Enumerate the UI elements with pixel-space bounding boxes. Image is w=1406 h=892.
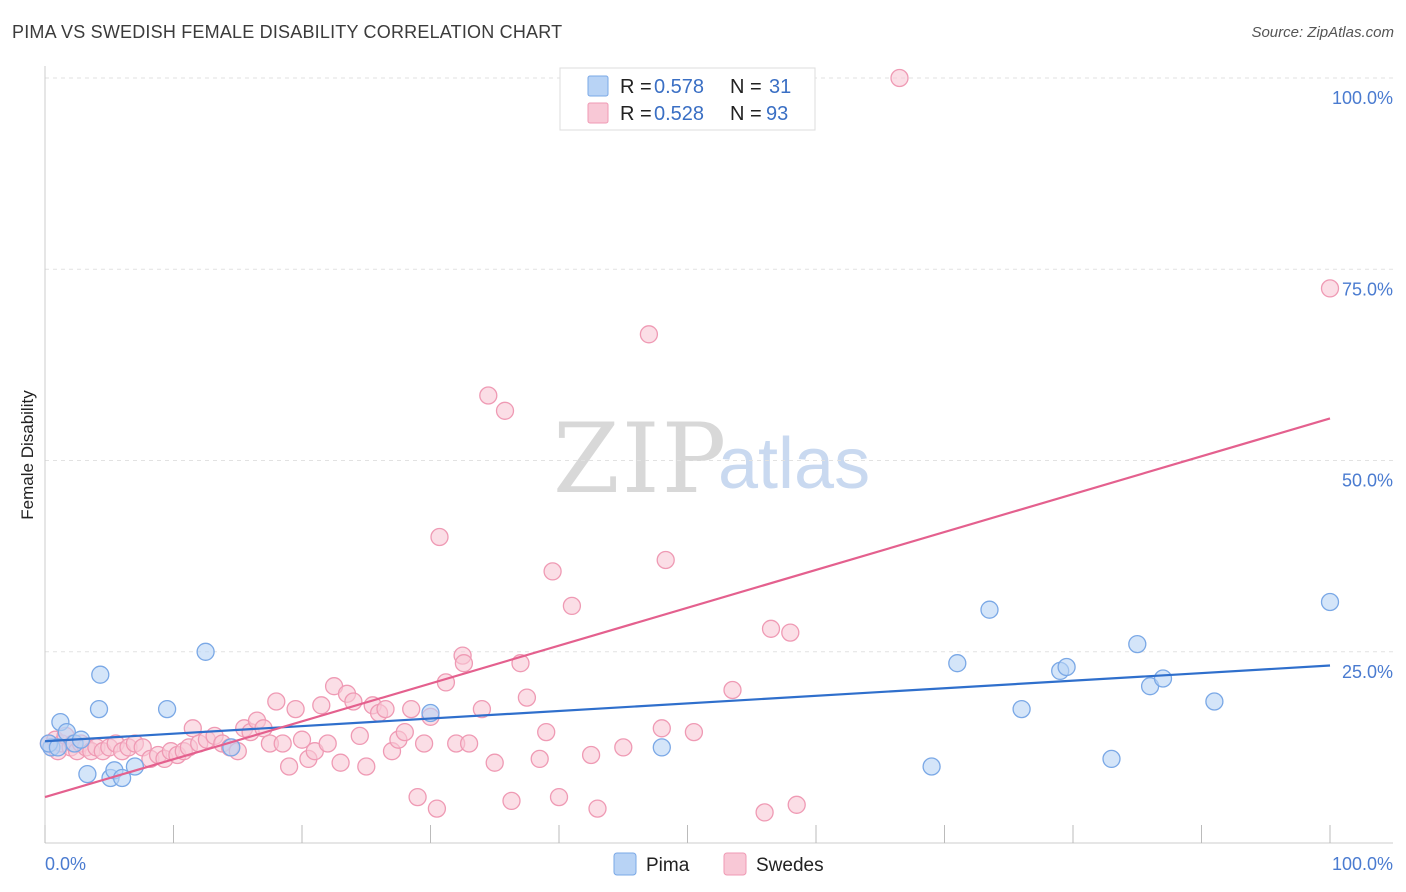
legend-swedes-r-value: 0.528 xyxy=(654,103,704,125)
swedes-point xyxy=(537,722,556,742)
chart-title: PIMA VS SWEDISH FEMALE DISABILITY CORREL… xyxy=(12,22,563,42)
swedes-point xyxy=(331,753,350,772)
pima-point xyxy=(89,699,109,719)
y-tick-label: 50.0% xyxy=(1342,471,1393,491)
swedes-point xyxy=(549,787,569,807)
swedes-point xyxy=(357,757,376,776)
swedes-point xyxy=(273,734,292,753)
legend-swatch-pima xyxy=(587,75,609,97)
swedes-point xyxy=(376,699,395,719)
swedes-point xyxy=(787,795,806,814)
swedes-point xyxy=(183,719,202,738)
pima-point xyxy=(48,738,68,757)
legend-pima-r-value: 0.578 xyxy=(654,76,704,98)
watermark-zip: ZIP xyxy=(553,403,728,515)
swedes-point xyxy=(402,699,421,719)
swedes-point xyxy=(652,719,671,738)
pima-point xyxy=(1320,592,1340,612)
swedes-point xyxy=(890,68,909,88)
pima-trend-line xyxy=(44,664,1331,743)
pima-point xyxy=(196,642,215,661)
swedes-point xyxy=(267,692,286,711)
swedes-point xyxy=(761,619,781,638)
swedes-point xyxy=(614,738,633,757)
swedes-point xyxy=(286,699,305,719)
swedes-point xyxy=(755,803,774,822)
swedes-point xyxy=(430,527,449,547)
swedes-point xyxy=(495,401,515,420)
y-tick-labels: 25.0% 50.0% 75.0% 100.0% xyxy=(1332,88,1393,682)
legend-swedes-n-label: N = xyxy=(730,103,762,125)
pima-point xyxy=(157,699,177,719)
swedes-point xyxy=(581,745,601,765)
swedes-point xyxy=(517,688,537,707)
source-credit: Source: ZipAtlas.com xyxy=(1251,24,1394,41)
swedes-point xyxy=(656,550,675,570)
pima-point xyxy=(922,757,941,776)
watermark-atlas: atlas xyxy=(718,424,870,504)
swedes-point xyxy=(279,757,299,776)
bottom-legend-pima: Pima xyxy=(646,855,690,876)
swedes-point xyxy=(459,734,479,753)
x-tick-label-min: 0.0% xyxy=(45,854,86,874)
bottom-legend-swatch-pima xyxy=(613,852,637,876)
y-axis-title: Female Disability xyxy=(18,390,37,520)
swedes-point xyxy=(781,623,800,642)
pima-point xyxy=(980,600,999,619)
swedes-point xyxy=(562,596,582,616)
legend-swedes-r-label: R = xyxy=(620,103,652,125)
swedes-point xyxy=(639,325,659,344)
swedes-point xyxy=(395,722,414,742)
pima-point xyxy=(1102,749,1121,769)
swedes-point xyxy=(312,696,331,715)
swedes-point xyxy=(684,722,704,742)
pima-point xyxy=(1012,699,1031,719)
legend-swedes-n-value: 93 xyxy=(766,103,788,125)
top-legend: R = 0.578 N = 31 R = 0.528 N = 93 xyxy=(559,67,816,131)
swedes-point xyxy=(1320,279,1340,298)
pima-point xyxy=(1128,634,1147,654)
legend-pima-n-label: N = xyxy=(730,76,762,98)
swedes-point xyxy=(588,799,607,818)
pima-point xyxy=(1153,669,1173,688)
swedes-point xyxy=(502,791,521,811)
axes xyxy=(44,66,1393,844)
swedes-point xyxy=(472,699,492,719)
trend-lines xyxy=(44,417,1331,799)
pima-point xyxy=(1205,692,1224,711)
swedes-point xyxy=(485,753,504,772)
swedes-point xyxy=(292,730,312,749)
x-tick-label-max: 100.0% xyxy=(1332,854,1393,874)
pima-point xyxy=(652,738,671,757)
swedes-point xyxy=(479,386,498,405)
pima-point xyxy=(91,665,110,684)
swedes-point xyxy=(427,799,447,818)
swedes-point xyxy=(543,562,562,581)
gridlines xyxy=(45,77,1393,653)
swedes-trend-line xyxy=(44,417,1331,799)
pima-point xyxy=(1057,657,1076,677)
swedes-point xyxy=(414,734,434,753)
bottom-legend: Pima Swedes xyxy=(613,852,824,876)
legend-pima-r-label: R = xyxy=(620,76,652,98)
swedes-point xyxy=(408,787,427,807)
swedes-point xyxy=(723,680,742,700)
pima-point xyxy=(78,764,97,784)
bottom-legend-swedes: Swedes xyxy=(756,855,824,876)
pima-point xyxy=(948,654,967,673)
swedes-point xyxy=(350,726,369,746)
swedes-point xyxy=(454,654,474,673)
y-tick-label: 100.0% xyxy=(1332,88,1393,108)
legend-pima-n-value: 31 xyxy=(769,76,791,98)
y-tick-label: 25.0% xyxy=(1342,662,1393,682)
legend-swatch-swedes xyxy=(587,102,609,124)
swedes-point xyxy=(530,749,549,769)
swedes-point xyxy=(318,734,337,753)
bottom-legend-swatch-swedes xyxy=(723,852,747,876)
y-tick-label: 75.0% xyxy=(1342,279,1393,299)
